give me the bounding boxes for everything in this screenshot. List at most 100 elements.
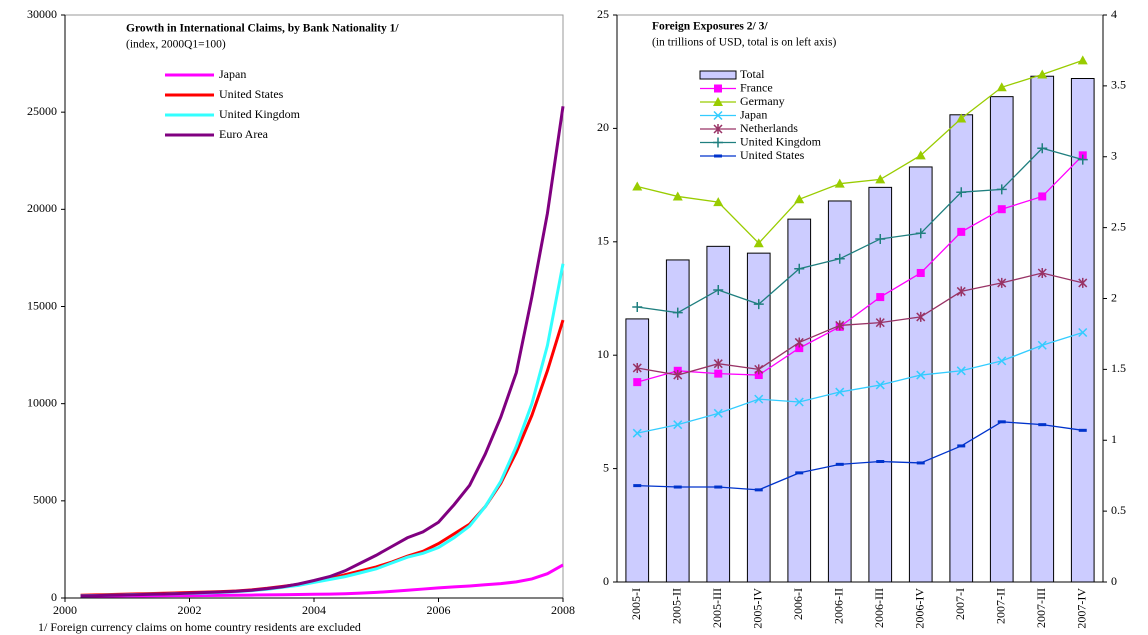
series-line bbox=[80, 319, 565, 597]
marker bbox=[834, 178, 845, 188]
y2-tick-label: 2.5 bbox=[1111, 219, 1126, 233]
y-tick-label: 25 bbox=[597, 7, 609, 21]
marker bbox=[713, 124, 723, 134]
x-tick-label: 2005-I bbox=[629, 588, 643, 620]
marker bbox=[835, 387, 845, 397]
marker bbox=[713, 137, 723, 148]
marker bbox=[794, 337, 804, 348]
marker bbox=[875, 317, 885, 328]
marker bbox=[795, 344, 804, 353]
y-tick-label: 20000 bbox=[27, 201, 57, 215]
x-tick-label: 2005-III bbox=[710, 588, 724, 628]
marker bbox=[713, 97, 723, 106]
y2-tick-label: 3.5 bbox=[1111, 78, 1126, 92]
x-tick-label: 2007-IV bbox=[1075, 588, 1089, 629]
y2-tick-label: 1 bbox=[1111, 432, 1117, 446]
series-line bbox=[637, 421, 1083, 491]
x-tick-label: 2006 bbox=[427, 603, 451, 617]
legend-label: United States bbox=[740, 148, 805, 162]
marker bbox=[956, 187, 967, 198]
marker bbox=[713, 408, 723, 418]
y2-tick-label: 0.5 bbox=[1111, 503, 1126, 517]
x-tick-label: 2007-I bbox=[953, 588, 967, 620]
marker bbox=[1037, 69, 1048, 79]
marker bbox=[673, 420, 683, 430]
y-tick-label: 20 bbox=[597, 120, 609, 134]
marker bbox=[794, 194, 805, 204]
x-tick-label: 2007-III bbox=[1034, 588, 1048, 628]
series-line bbox=[80, 263, 565, 598]
marker bbox=[996, 82, 1007, 92]
y2-tick-label: 2 bbox=[1111, 290, 1117, 304]
marker bbox=[876, 293, 885, 302]
marker bbox=[753, 238, 764, 248]
marker bbox=[632, 362, 642, 373]
legend-label: United Kingdom bbox=[219, 107, 301, 121]
y-tick-label: 15 bbox=[597, 234, 609, 248]
marker bbox=[1078, 327, 1088, 338]
chart-subtitle: (index, 2000Q1=100) bbox=[126, 39, 226, 51]
y2-tick-label: 3 bbox=[1111, 149, 1117, 163]
marker bbox=[916, 370, 926, 380]
marker bbox=[754, 364, 764, 375]
legend-label: Japan bbox=[740, 107, 767, 121]
x-tick-label: 2005-IV bbox=[751, 588, 765, 629]
x-tick-label: 2006-IV bbox=[913, 588, 927, 629]
bar bbox=[1070, 78, 1095, 583]
marker bbox=[713, 197, 724, 207]
legend-label: Netherlands bbox=[740, 121, 798, 135]
marker bbox=[794, 397, 804, 407]
marker bbox=[794, 263, 805, 274]
marker bbox=[672, 307, 683, 318]
x-tick-label: 2000 bbox=[53, 603, 77, 617]
marker bbox=[835, 320, 845, 331]
x-tick-label: 2002 bbox=[178, 603, 202, 617]
series-line bbox=[637, 154, 1084, 383]
marker bbox=[956, 286, 966, 297]
marker bbox=[915, 150, 926, 160]
x-tick-label: 2006-II bbox=[832, 588, 846, 624]
marker bbox=[997, 205, 1006, 214]
plot-frame bbox=[616, 14, 1104, 583]
y-tick-label: 0 bbox=[51, 590, 57, 604]
marker bbox=[996, 184, 1007, 195]
marker bbox=[713, 358, 723, 369]
marker bbox=[713, 284, 724, 295]
marker bbox=[753, 299, 764, 310]
legend-label: Euro Area bbox=[219, 127, 269, 141]
series-line bbox=[637, 59, 1083, 245]
legend-label: France bbox=[740, 80, 773, 94]
marker bbox=[1037, 267, 1047, 278]
marker bbox=[633, 378, 642, 387]
marker bbox=[956, 113, 967, 123]
marker bbox=[713, 110, 723, 121]
y-tick-label: 10 bbox=[597, 347, 609, 361]
chart-title: Foreign Exposures 2/ 3/ bbox=[652, 21, 768, 33]
marker bbox=[1078, 277, 1088, 288]
y-tick-label: 5 bbox=[603, 460, 609, 474]
marker bbox=[754, 371, 763, 380]
marker bbox=[875, 380, 885, 390]
series-line bbox=[637, 147, 1083, 314]
bar bbox=[625, 318, 650, 583]
marker bbox=[754, 394, 764, 404]
series-line bbox=[637, 331, 1083, 434]
x-tick-label: 2006-I bbox=[791, 588, 805, 620]
x-tick-label: 2008 bbox=[551, 603, 575, 617]
x-tick-label: 2004 bbox=[302, 603, 326, 617]
x-tick-label: 2005-II bbox=[670, 588, 684, 624]
legend-swatch bbox=[699, 70, 737, 80]
legend-label: United Kingdom bbox=[740, 134, 822, 148]
marker bbox=[714, 369, 723, 378]
marker bbox=[916, 311, 926, 322]
marker bbox=[875, 233, 886, 244]
marker bbox=[1037, 143, 1048, 154]
marker bbox=[632, 302, 643, 313]
legend-label: Germany bbox=[740, 94, 785, 108]
marker bbox=[714, 84, 722, 93]
y-tick-label: 30000 bbox=[27, 7, 57, 21]
bar bbox=[746, 252, 771, 583]
chart-subtitle: (in trillions of USD, total is on left a… bbox=[652, 37, 836, 49]
